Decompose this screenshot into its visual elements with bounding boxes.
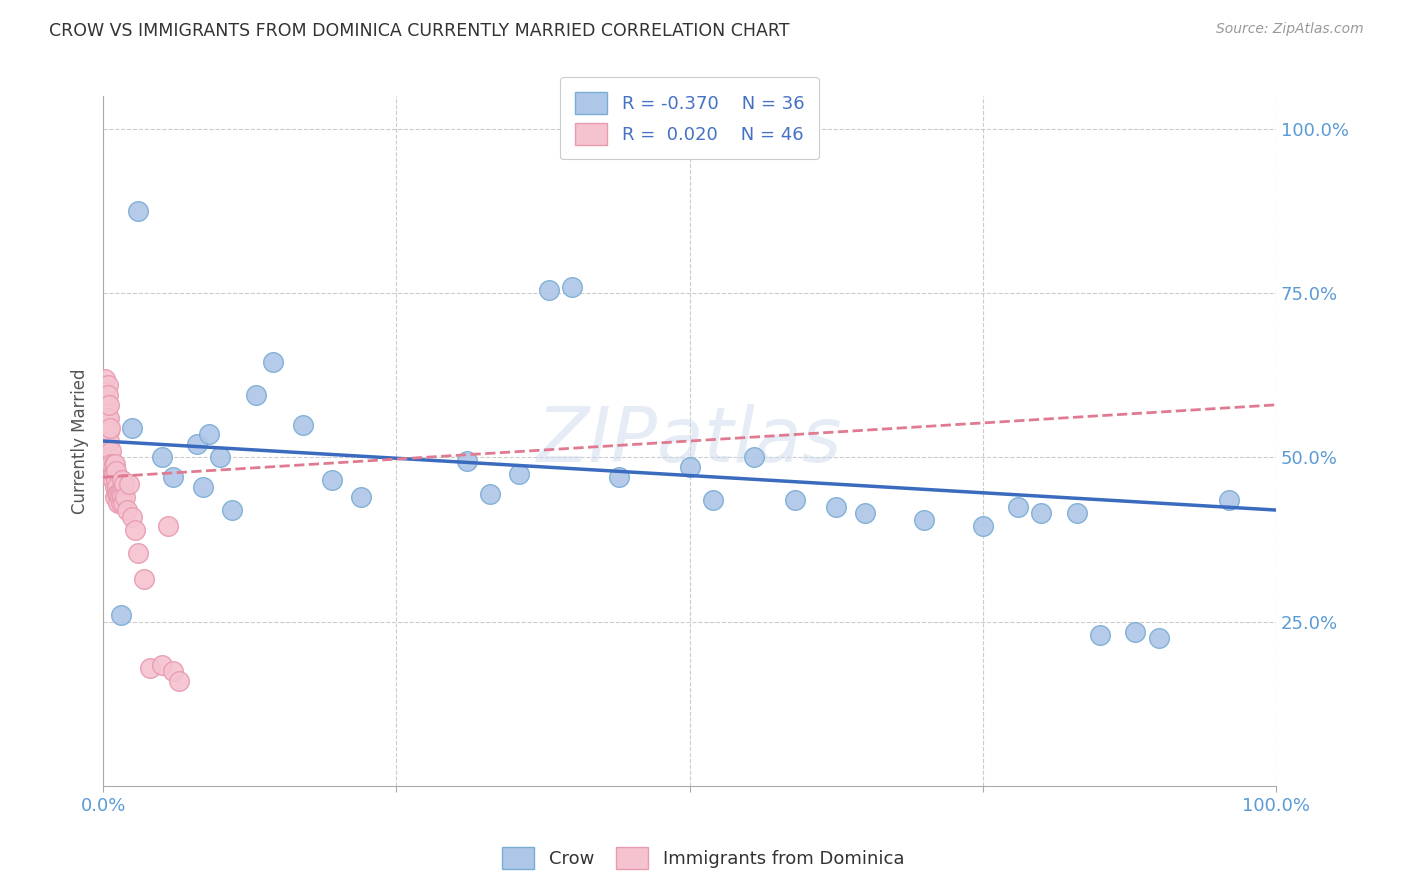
Point [456, 454, 478, 468]
Point [98, 450, 121, 465]
Point [105, 480, 128, 494]
Point [100, 443, 122, 458]
Point [107, 486, 129, 500]
Point [134, 572, 156, 586]
Point [98, 411, 121, 425]
Point [1007, 500, 1029, 514]
Text: ZIPatlas: ZIPatlas [537, 404, 842, 478]
Point [912, 513, 935, 527]
Point [1218, 493, 1240, 508]
Point [103, 467, 125, 481]
Point [98, 424, 121, 438]
Point [104, 457, 127, 471]
Point [127, 203, 149, 218]
Point [105, 474, 128, 488]
Point [1088, 628, 1111, 642]
Point [96, 411, 118, 425]
Point [98, 421, 121, 435]
Point [150, 657, 173, 672]
Point [110, 496, 132, 510]
Point [150, 450, 173, 465]
Point [1147, 632, 1170, 646]
Point [98, 398, 121, 412]
Point [118, 476, 141, 491]
Point [186, 437, 208, 451]
Point [156, 519, 179, 533]
Point [94, 384, 117, 399]
Point [115, 503, 138, 517]
Point [1031, 506, 1053, 520]
Point [245, 388, 267, 402]
Point [1123, 624, 1146, 639]
Point [112, 496, 135, 510]
Point [607, 470, 630, 484]
Point [121, 421, 143, 435]
Y-axis label: Currently Married: Currently Married [72, 368, 89, 514]
Point [508, 467, 530, 481]
Point [114, 490, 136, 504]
Point [127, 546, 149, 560]
Point [101, 474, 124, 488]
Point [105, 486, 128, 500]
Point [262, 355, 284, 369]
Point [221, 503, 243, 517]
Point [105, 464, 128, 478]
Point [1066, 506, 1088, 520]
Point [162, 470, 184, 484]
Point [825, 500, 848, 514]
Point [108, 490, 131, 504]
Point [537, 283, 560, 297]
Point [111, 490, 134, 504]
Point [112, 476, 135, 491]
Point [321, 474, 343, 488]
Point [855, 506, 877, 520]
Point [100, 457, 122, 471]
Point [350, 490, 373, 504]
Point [121, 509, 143, 524]
Point [96, 398, 118, 412]
Point [97, 378, 120, 392]
Point [972, 519, 994, 533]
Point [124, 523, 146, 537]
Text: CROW VS IMMIGRANTS FROM DOMINICA CURRENTLY MARRIED CORRELATION CHART: CROW VS IMMIGRANTS FROM DOMINICA CURRENT… [49, 22, 790, 40]
Point [197, 427, 219, 442]
Point [110, 608, 132, 623]
Point [291, 417, 314, 432]
Point [479, 486, 502, 500]
Point [107, 496, 129, 510]
Point [98, 434, 121, 448]
Point [111, 474, 134, 488]
Point [209, 450, 232, 465]
Point [678, 460, 700, 475]
Point [139, 661, 162, 675]
Point [104, 480, 127, 494]
Text: Source: ZipAtlas.com: Source: ZipAtlas.com [1216, 22, 1364, 37]
Point [169, 673, 191, 688]
Point [162, 664, 184, 678]
Point [94, 371, 117, 385]
Point [101, 467, 124, 481]
Point [742, 450, 765, 465]
Legend: R = -0.370    N = 36, R =  0.020    N = 46: R = -0.370 N = 36, R = 0.020 N = 46 [561, 78, 818, 160]
Point [191, 480, 214, 494]
Point [103, 457, 125, 471]
Point [108, 486, 131, 500]
Point [97, 388, 120, 402]
Point [702, 493, 724, 508]
Point [561, 279, 583, 293]
Point [785, 493, 807, 508]
Legend: Crow, Immigrants from Dominica: Crow, Immigrants from Dominica [492, 838, 914, 879]
Point [104, 490, 127, 504]
